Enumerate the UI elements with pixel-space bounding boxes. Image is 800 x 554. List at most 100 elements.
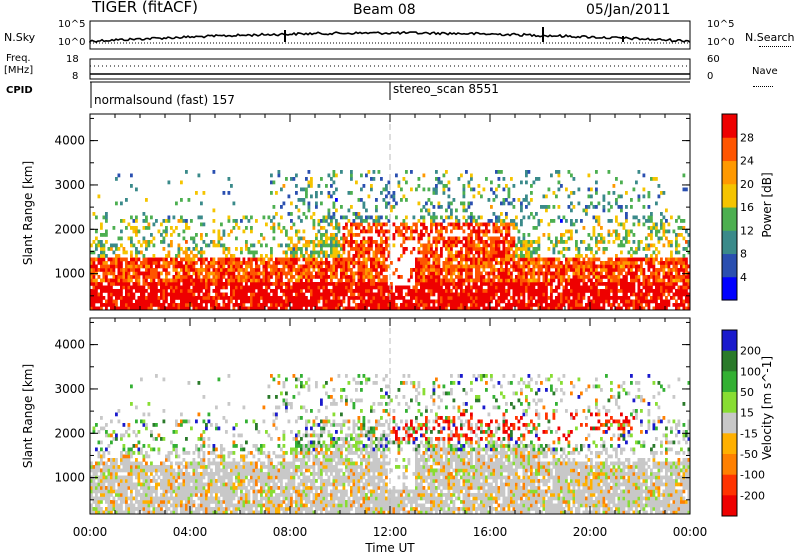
heatmap-cell (92, 510, 96, 515)
heatmap-cell (482, 222, 486, 227)
heatmap-cell (497, 240, 501, 244)
heatmap-cell (597, 215, 601, 220)
heatmap-cell (552, 299, 556, 304)
heatmap-cell (580, 292, 583, 297)
heatmap-cell (400, 289, 403, 293)
heatmap-cell (542, 233, 546, 237)
heatmap-cell (177, 292, 181, 297)
heatmap-cell (570, 303, 573, 307)
heatmap-cell (662, 191, 666, 195)
heatmap-cell (332, 205, 336, 209)
heatmap-cell (615, 289, 618, 293)
heatmap-cell (447, 254, 451, 258)
heatmap-cell (112, 486, 116, 490)
heatmap-cell (125, 275, 128, 279)
heatmap-cell (452, 240, 456, 244)
heatmap-cell (447, 257, 451, 262)
heatmap-cell (680, 285, 683, 290)
heatmap-cell (527, 243, 531, 248)
heatmap-cell (567, 170, 571, 174)
heatmap-cell (492, 275, 496, 279)
heatmap-cell (580, 261, 583, 265)
heatmap-cell (572, 261, 576, 265)
heatmap-cell (540, 292, 543, 297)
heatmap-cell (445, 278, 448, 283)
heatmap-cell (432, 236, 436, 241)
heatmap-cell (675, 264, 678, 269)
heatmap-cell (412, 229, 416, 234)
heatmap-cell (92, 250, 96, 255)
heatmap-cell (115, 458, 118, 462)
heatmap-cell (147, 240, 151, 244)
heatmap-cell (325, 219, 328, 223)
heatmap-cell (507, 275, 511, 279)
heatmap-cell (157, 261, 161, 265)
heatmap-cell (167, 303, 171, 307)
heatmap-cell (360, 303, 363, 307)
heatmap-cell (607, 264, 611, 269)
heatmap-cell (402, 240, 406, 244)
heatmap-cell (320, 285, 323, 290)
heatmap-cell (520, 264, 523, 269)
heatmap-cell (260, 271, 263, 276)
heatmap-cell (302, 282, 306, 286)
heatmap-cell (92, 292, 96, 297)
heatmap-cell (585, 205, 588, 209)
heatmap-cell (275, 278, 278, 283)
heatmap-cell (345, 292, 348, 297)
heatmap-cell (442, 296, 446, 300)
heatmap-cell (237, 289, 241, 293)
heatmap-cell (380, 177, 383, 181)
heatmap-cell (687, 240, 691, 244)
heatmap-cell (577, 257, 581, 262)
heatmap-cell (120, 510, 123, 515)
heatmap-cell (320, 275, 323, 279)
heatmap-cell (332, 212, 336, 216)
heatmap-cell (115, 282, 118, 286)
heatmap-cell (657, 240, 661, 244)
heatmap-cell (272, 222, 276, 227)
heatmap-cell (652, 243, 656, 248)
heatmap-cell (110, 440, 113, 445)
heatmap-cell (130, 306, 133, 311)
heatmap-cell (450, 303, 453, 307)
heatmap-cell (475, 229, 478, 234)
heatmap-cell (290, 254, 293, 258)
heatmap-cell (180, 303, 183, 307)
freq-trace (90, 65, 690, 75)
heatmap-cell (625, 278, 628, 283)
heatmap-cell (390, 282, 393, 286)
heatmap-cell (470, 275, 473, 279)
heatmap-cell (275, 289, 278, 293)
heatmap-cell (367, 257, 371, 262)
heatmap-cell (560, 250, 563, 255)
heatmap-cell (322, 306, 326, 311)
heatmap-cell (575, 289, 578, 293)
heatmap-cell (300, 306, 303, 311)
heatmap-cell (362, 254, 366, 258)
heatmap-cell (212, 289, 216, 293)
heatmap-cell (675, 292, 678, 297)
heatmap-cell (475, 268, 478, 272)
heatmap-cell (315, 250, 318, 255)
heatmap-cell (510, 219, 513, 223)
heatmap-cell (110, 465, 113, 469)
heatmap-cell (597, 222, 601, 227)
heatmap-cell (277, 243, 281, 248)
heatmap-cell (187, 278, 191, 283)
heatmap-cell (502, 278, 506, 283)
heatmap-cell (405, 198, 408, 202)
heatmap-cell (365, 282, 368, 286)
heatmap-cell (450, 271, 453, 276)
heatmap-cell (375, 243, 378, 248)
heatmap-cell (95, 472, 98, 476)
heatmap-cell (182, 268, 186, 272)
heatmap-cell (120, 264, 123, 269)
heatmap-cell (502, 243, 506, 248)
heatmap-cell (177, 289, 181, 293)
heatmap-cell (407, 303, 411, 307)
heatmap-cell (365, 271, 368, 276)
heatmap-cell (612, 299, 616, 304)
heatmap-cell (497, 236, 501, 241)
heatmap-cell (417, 219, 421, 223)
